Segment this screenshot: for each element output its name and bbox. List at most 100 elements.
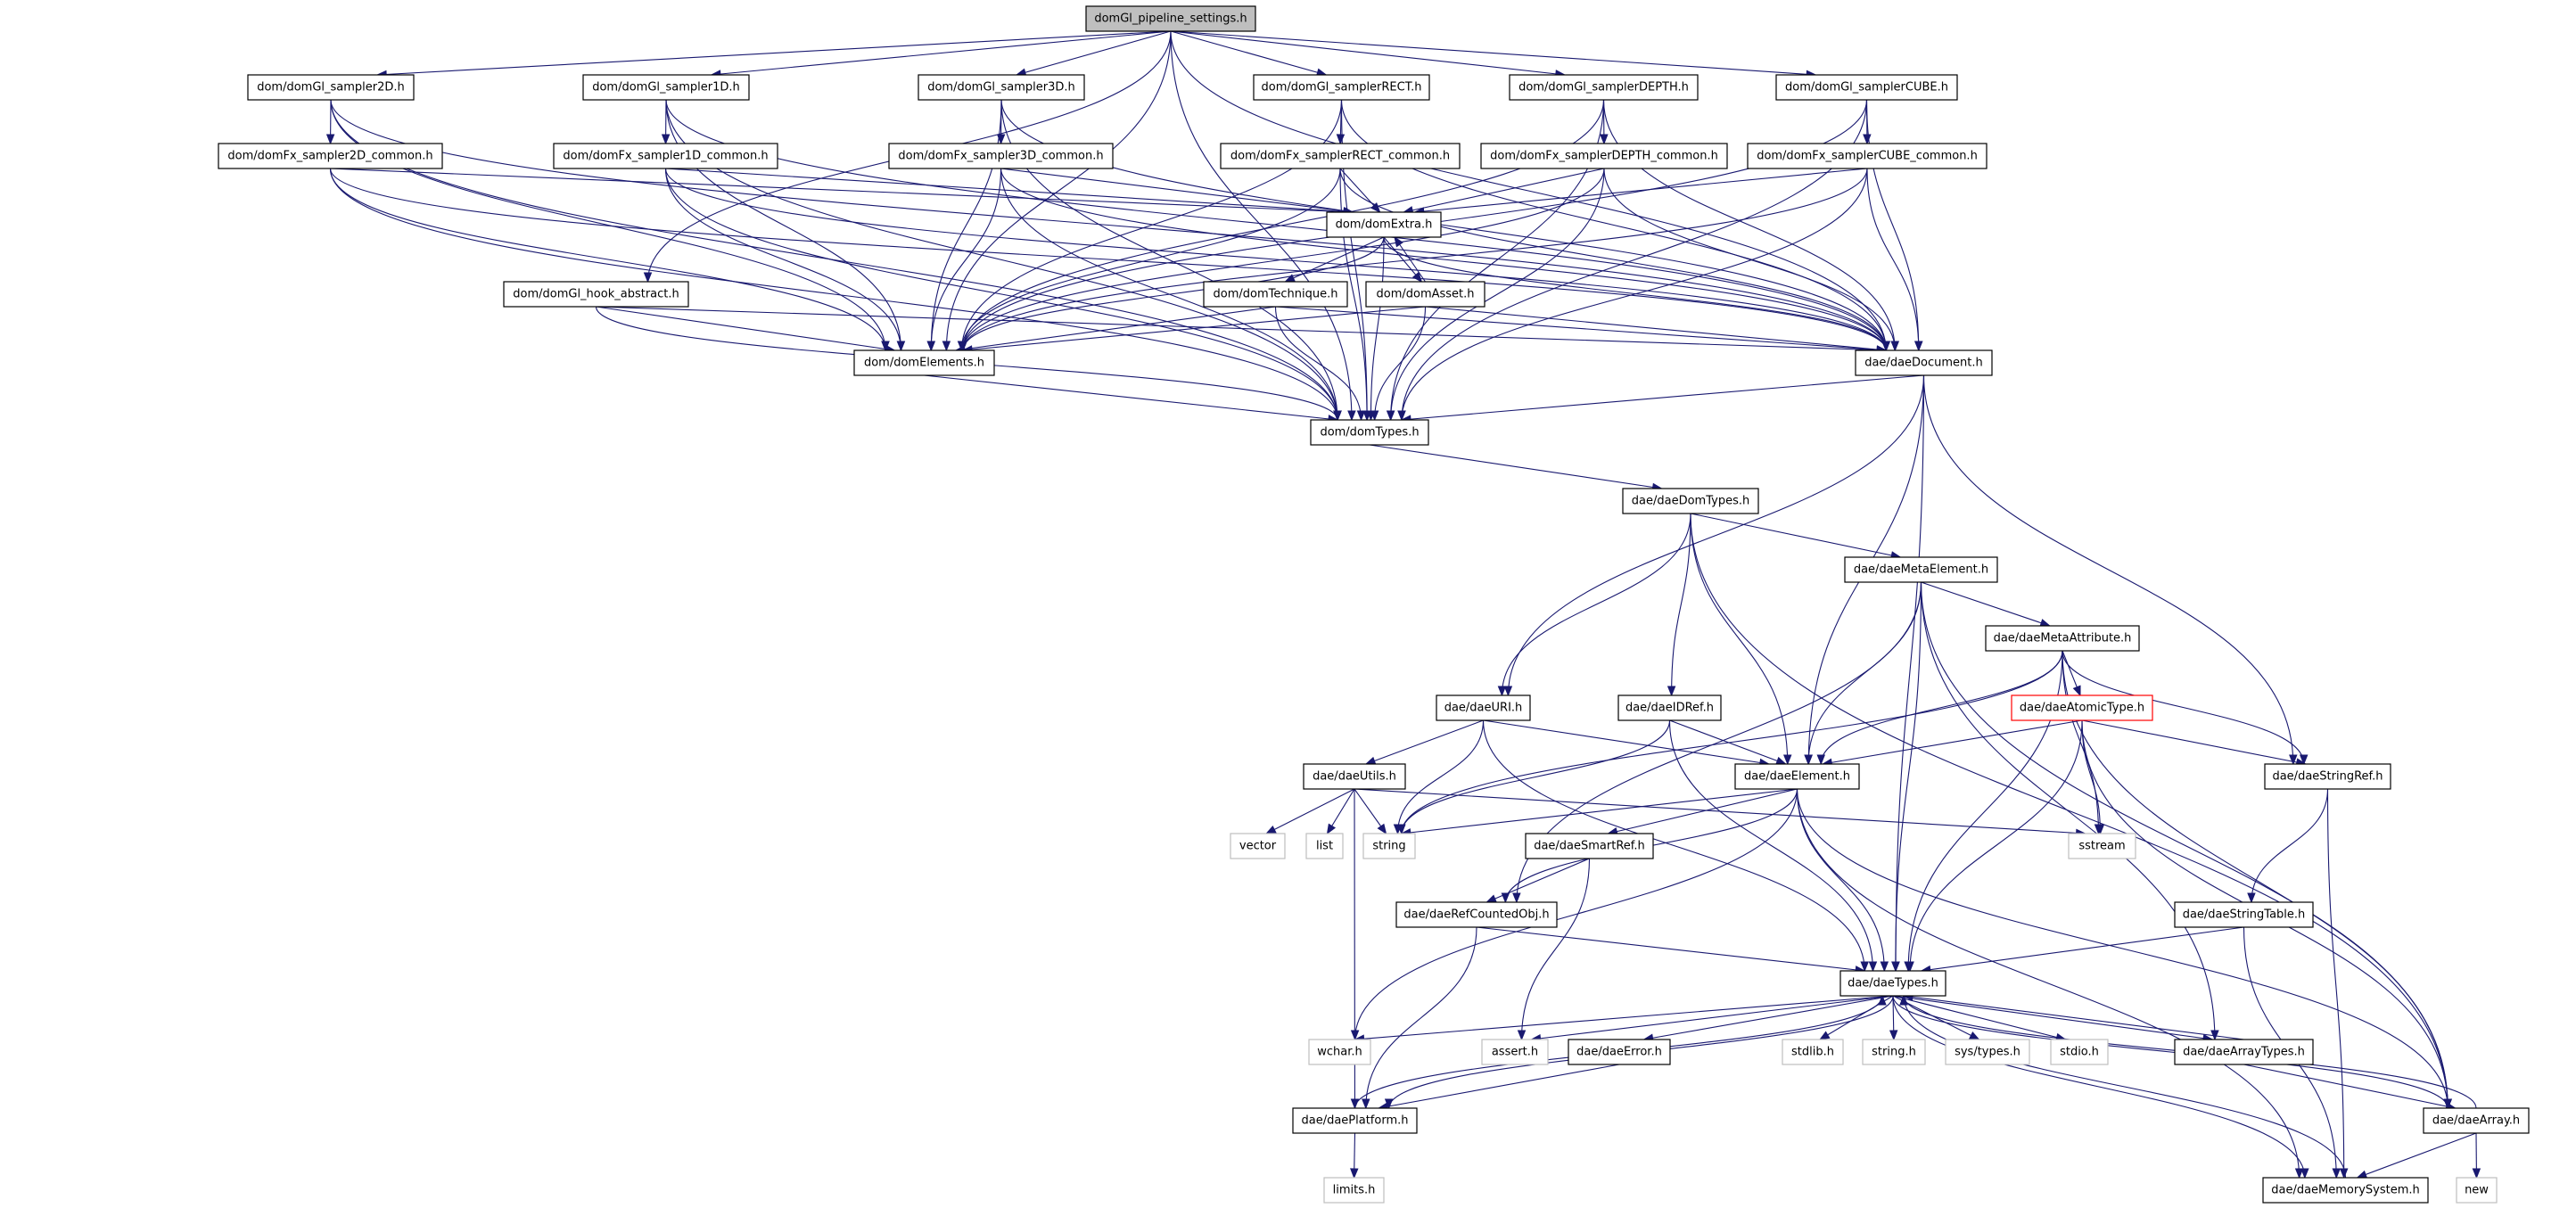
node-box[interactable] [1985,625,2140,652]
node-box[interactable] [1775,74,1958,101]
node-idref[interactable]: dae/daeIDRef.h [1617,694,1722,721]
node-label: wchar.h [1317,1046,1362,1059]
node-string: string [1362,833,1416,859]
node-box[interactable] [1253,74,1430,101]
node-box[interactable] [853,349,995,376]
node-fdepth[interactable]: dom/domFx_samplerDEPTH_common.h [1480,143,1728,169]
node-element[interactable]: dae/daeElement.h [1734,763,1860,790]
node-box[interactable] [1303,763,1406,790]
node-box[interactable] [2011,694,2153,721]
node-s2d[interactable]: dom/domGl_sampler2D.h [247,74,415,101]
edge-smartref-to-assert [1520,858,1591,1040]
node-utils[interactable]: dae/daeUtils.h [1303,763,1406,790]
node-extra[interactable]: dom/domExtra.h [1326,211,1442,238]
node-box[interactable] [582,74,750,101]
node-stringref[interactable]: dae/daeStringRef.h [2264,763,2391,790]
node-box[interactable] [1326,211,1442,238]
node-box[interactable] [1436,694,1531,721]
node-box [1085,5,1256,32]
node-fcube[interactable]: dom/domFx_samplerCUBE_common.h [1747,143,1988,169]
node-box[interactable] [1747,143,1988,169]
node-label: limits.h [1333,1184,1376,1197]
node-daedomtypes[interactable]: dae/daeDomTypes.h [1622,488,1759,514]
node-box[interactable] [1617,694,1722,721]
node-stringtable[interactable]: dae/daeStringTable.h [2174,901,2314,928]
node-box[interactable] [1203,281,1348,308]
node-label: dom/domExtra.h [1336,218,1433,232]
node-smartref[interactable]: dae/daeSmartRef.h [1525,833,1654,859]
node-s3d[interactable]: dom/domGl_sampler3D.h [918,74,1085,101]
node-refcounted[interactable]: dae/daeRefCountedObj.h [1395,901,1558,928]
node-box[interactable] [1395,901,1558,928]
node-box[interactable] [1734,763,1860,790]
edge-metaattr-to-string [1401,650,2063,834]
edge-document-to-uri [1507,374,1925,696]
node-hook[interactable]: dom/domGl_hook_abstract.h [503,281,689,308]
node-box[interactable] [1310,419,1429,446]
node-error[interactable]: dae/daeError.h [1568,1039,1671,1065]
node-sdepth[interactable]: dom/domGl_samplerDEPTH.h [1509,74,1699,101]
arrowhead-icon [1775,756,1787,765]
node-s1d[interactable]: dom/domGl_sampler1D.h [582,74,750,101]
node-box[interactable] [1292,1107,1418,1134]
node-box[interactable] [1844,556,1998,583]
node-memsys[interactable]: dae/daeMemorySystem.h [2262,1177,2429,1204]
node-frect[interactable]: dom/domFx_samplerRECT_common.h [1220,143,1461,169]
node-box[interactable] [918,74,1085,101]
node-metaelement[interactable]: dae/daeMetaElement.h [1844,556,1998,583]
node-label: dom/domFx_sampler3D_common.h [898,150,1103,163]
node-box[interactable] [1509,74,1699,101]
node-domtypes[interactable]: dom/domTypes.h [1310,419,1429,446]
node-box[interactable] [503,281,689,308]
node-document[interactable]: dae/daeDocument.h [1855,349,1993,376]
arrowhead-icon [1816,754,1826,766]
node-arraytypes[interactable]: dae/daeArrayTypes.h [2174,1039,2314,1065]
node-box[interactable] [888,143,1114,169]
edge-root-to-sdepth [1170,30,1565,76]
node-box[interactable] [218,143,443,169]
node-scube[interactable]: dom/domGl_samplerCUBE.h [1775,74,1958,101]
node-srect[interactable]: dom/domGl_samplerRECT.h [1253,74,1430,101]
node-array[interactable]: dae/daeArray.h [2423,1107,2530,1134]
node-box[interactable] [2264,763,2391,790]
arrowhead-icon [2356,1170,2368,1179]
node-elements[interactable]: dom/domElements.h [853,349,995,376]
node-uri[interactable]: dae/daeURI.h [1436,694,1531,721]
node-box[interactable] [1622,488,1759,514]
node-box[interactable] [1365,281,1486,308]
edge-uri-to-utils [1365,719,1484,765]
node-label: sstream [2078,840,2125,853]
edge-hook-to-elements [596,306,895,351]
node-box[interactable] [2262,1177,2429,1204]
node-box[interactable] [1839,970,1946,997]
node-box[interactable] [553,143,778,169]
node-metaattr[interactable]: dae/daeMetaAttribute.h [1985,625,2140,652]
node-asset[interactable]: dom/domAsset.h [1365,281,1486,308]
node-label: sys/types.h [1955,1046,2020,1059]
node-box[interactable] [2174,1039,2314,1065]
node-types[interactable]: dae/daeTypes.h [1839,970,1946,997]
node-label: dom/domFx_sampler1D_common.h [563,150,768,163]
node-box[interactable] [1480,143,1728,169]
node-atomic[interactable]: dae/daeAtomicType.h [2011,694,2153,721]
node-box[interactable] [1855,349,1993,376]
node-tech[interactable]: dom/domTechnique.h [1203,281,1348,308]
arrowhead-icon [1370,410,1379,422]
node-box[interactable] [2174,901,2314,928]
node-box[interactable] [2423,1107,2530,1134]
edge-f1d-to-elements [664,168,901,351]
arrowhead-icon [1600,134,1609,145]
node-label: dom/domGl_sampler3D.h [927,81,1075,95]
node-box[interactable] [1568,1039,1671,1065]
node-f3d[interactable]: dom/domFx_sampler3D_common.h [888,143,1114,169]
edge-root-to-s2d [377,30,1172,76]
arrowhead-icon [2299,754,2309,766]
edge-idref-to-element [1669,719,1786,765]
node-box[interactable] [1220,143,1461,169]
edge-utils-to-vector [1266,788,1355,834]
node-platform[interactable]: dae/daePlatform.h [1292,1107,1418,1134]
node-box[interactable] [247,74,415,101]
node-box[interactable] [1525,833,1654,859]
node-f1d[interactable]: dom/domFx_sampler1D_common.h [553,143,778,169]
node-f2d[interactable]: dom/domFx_sampler2D_common.h [218,143,443,169]
